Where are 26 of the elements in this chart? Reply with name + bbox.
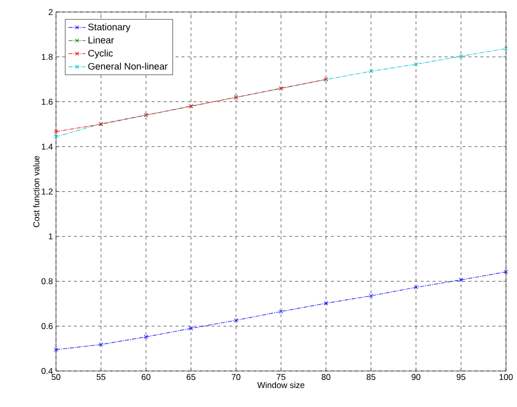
y-tick-label: 0.6 [42, 323, 53, 330]
x-tick-label: 70 [232, 374, 240, 380]
x-tick-label: 85 [366, 374, 376, 380]
legend-label: General Non-linear [88, 62, 168, 70]
x-tick-label: 50 [52, 374, 60, 380]
y-tick-label: 0.4 [42, 368, 53, 374]
x-tick-label: 55 [96, 374, 106, 380]
y-tick-label: 1.8 [42, 54, 53, 60]
y-tick-label: 1 [48, 233, 53, 240]
x-tick-label: 100 [500, 374, 513, 380]
x-tick-label: 60 [142, 374, 150, 380]
x-tick-label: 90 [412, 374, 420, 380]
x-axis-title: Window size [257, 382, 304, 388]
y-tick-label: 1.6 [42, 98, 53, 105]
y-tick-label: 0.8 [42, 278, 53, 284]
x-tick-label: 75 [276, 374, 286, 380]
x-tick-label: 95 [456, 374, 466, 380]
y-tick-label: 2 [48, 9, 53, 15]
x-tick-label: 65 [186, 374, 196, 380]
y-axis-title: Cost function value [33, 156, 40, 228]
y-tick-label: 1.4 [42, 144, 53, 150]
legend-label: Cyclic [88, 50, 113, 58]
legend-label: Linear [88, 36, 114, 44]
x-tick-label: 80 [322, 374, 330, 380]
legend-label: Stationary [88, 23, 130, 32]
y-tick-label: 1.2 [42, 188, 53, 194]
